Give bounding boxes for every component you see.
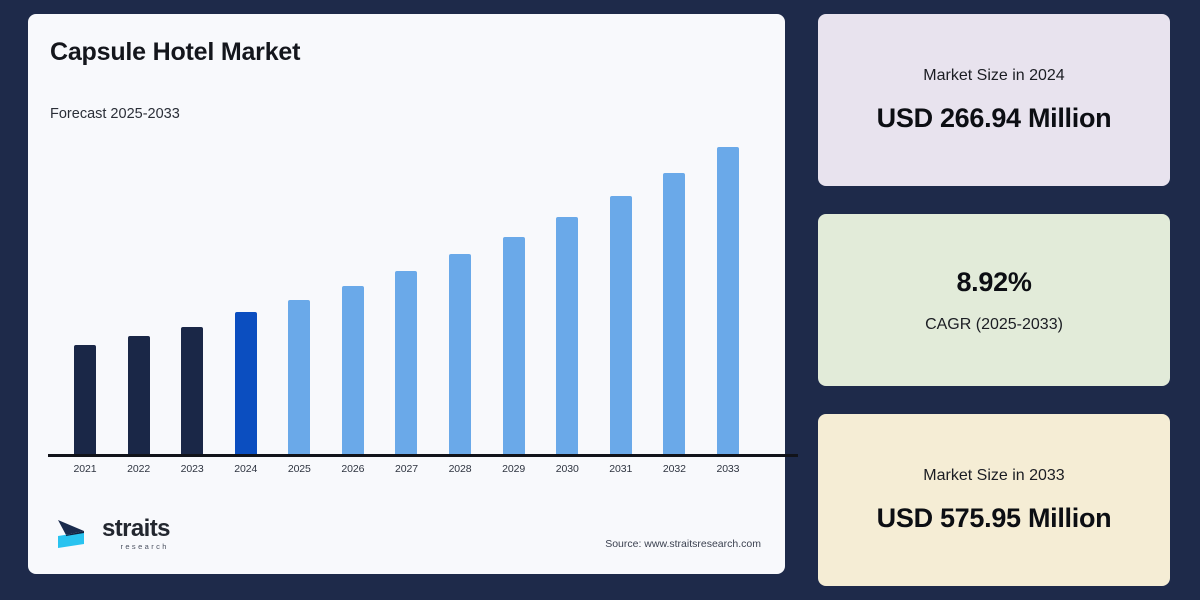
straits-research-logo: straits research	[54, 514, 170, 554]
x-axis-label-2033: 2033	[716, 463, 740, 475]
x-axis-labels: 2021 2022 2023 2024 2025 2026 2027 2028 2029 2030…	[48, 463, 765, 475]
bar-2024	[234, 311, 257, 454]
stat-card-label: Market Size in 2033	[923, 466, 1065, 484]
bar-2033	[716, 147, 739, 454]
x-axis-label-2023: 2023	[180, 463, 204, 475]
bar-2031	[609, 196, 632, 454]
bar-chart-plot	[48, 124, 765, 454]
bar-2026	[341, 285, 364, 454]
bar-slot	[651, 124, 697, 454]
bar-2021	[74, 344, 96, 454]
x-axis-label-2028: 2028	[448, 463, 472, 475]
x-axis-label-2021: 2021	[73, 463, 97, 475]
x-axis-label-2030: 2030	[555, 463, 579, 475]
straits-arrow-logo-icon	[58, 520, 84, 548]
bar-slot	[62, 124, 108, 454]
bar-slot	[544, 124, 590, 454]
stat-card-value: USD 575.95 Million	[876, 502, 1112, 533]
bar-slot	[116, 124, 162, 454]
bar-2029	[502, 236, 525, 454]
x-axis-label-2032: 2032	[662, 463, 686, 475]
bar-2022	[127, 336, 150, 454]
x-axis-label-2026: 2026	[341, 463, 365, 475]
stat-card-1: Market Size in 2024 USD 266.94 Million	[818, 14, 1170, 186]
page-title: Capsule Hotel Market	[50, 38, 301, 66]
bar-2025	[288, 299, 311, 454]
logo-subword: research	[120, 542, 169, 552]
bar-slot	[598, 124, 644, 454]
bar-2030	[556, 217, 579, 454]
x-axis-label-2024: 2024	[234, 463, 258, 475]
x-axis-label-2031: 2031	[609, 463, 633, 475]
forecast-subtitle: Forecast 2025-2033	[50, 106, 180, 122]
x-axis-line	[48, 454, 798, 457]
stat-card-label: Market Size in 2024	[923, 66, 1065, 84]
bar-slot	[437, 124, 483, 454]
bar-slot	[169, 124, 215, 454]
stat-card-3: Market Size in 2033 USD 575.95 Million	[818, 414, 1170, 586]
x-axis-label-2027: 2027	[394, 463, 418, 475]
stat-card-value: USD 266.94 Million	[876, 102, 1112, 133]
bar-slot	[330, 124, 376, 454]
stat-card-value: 8.92%	[956, 266, 1032, 297]
bar-slot	[223, 124, 269, 454]
source-attribution: Source: www.straitsresearch.com	[605, 538, 761, 550]
stat-card-label: CAGR (2025-2033)	[925, 315, 1063, 333]
bar-slot	[276, 124, 322, 454]
bar-2032	[663, 172, 686, 454]
x-axis-label-2025: 2025	[287, 463, 311, 475]
logo-word: straits	[102, 515, 170, 543]
bar-slot	[705, 124, 751, 454]
bar-2023	[181, 327, 204, 454]
bar-2027	[395, 270, 418, 454]
bar-series	[48, 124, 765, 454]
logo-wordmark: straits research	[102, 517, 170, 551]
stat-card-2: 8.92% CAGR (2025-2033)	[818, 214, 1170, 386]
x-axis-label-2022: 2022	[127, 463, 151, 475]
bar-slot	[491, 124, 537, 454]
chart-panel: Capsule Hotel Market Forecast 2025-2033 …	[28, 14, 798, 574]
bar-2028	[449, 254, 472, 454]
bar-slot	[383, 124, 429, 454]
stat-card-list: Market Size in 2024 USD 266.94 Million 8.9…	[818, 14, 1170, 586]
x-axis-label-2029: 2029	[502, 463, 526, 475]
